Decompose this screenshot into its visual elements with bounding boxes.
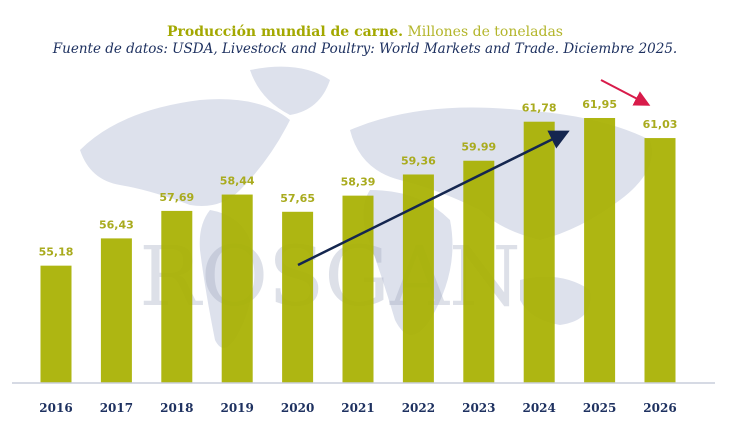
title-units: Millones de toneladas	[407, 24, 563, 40]
watermark-rosgan: ROSGAN	[139, 230, 521, 325]
bar-2024	[523, 121, 555, 384]
bar-2017	[100, 238, 132, 383]
bar-2023	[463, 160, 495, 383]
x-tick-label-2026: 2026	[643, 401, 676, 415]
value-label-2019: 58,44	[220, 175, 255, 188]
value-label-2024: 61,78	[522, 102, 557, 115]
chart-title: Producción mundial de carne. Millones de…	[0, 24, 730, 40]
x-tick-label-2019: 2019	[220, 401, 253, 415]
value-label-2021: 58,39	[341, 176, 376, 189]
bar-2019	[221, 194, 253, 383]
decline-arrow	[600, 79, 651, 106]
value-label-2026: 61,03	[643, 118, 678, 131]
bar-2026	[644, 138, 676, 383]
value-label-2022: 59,36	[401, 154, 436, 167]
x-tick-label-2021: 2021	[341, 401, 374, 415]
x-tick-label-2018: 2018	[160, 401, 193, 415]
bar-2025	[584, 117, 616, 383]
chart-source: Fuente de datos: USDA, Livestock and Pou…	[52, 41, 678, 57]
x-tick-label-2016: 2016	[39, 401, 72, 415]
x-tick-label-2020: 2020	[281, 401, 314, 415]
x-tick-label-2025: 2025	[583, 401, 616, 415]
value-label-2020: 57,65	[280, 192, 315, 205]
x-tick-label-2023: 2023	[462, 401, 495, 415]
value-label-2016: 55,18	[39, 246, 74, 259]
value-label-2023: 59.99	[461, 141, 496, 154]
bar-2021	[342, 195, 374, 383]
bar-2016	[40, 265, 72, 383]
trend-arrow	[297, 130, 570, 267]
value-label-2018: 57,69	[159, 191, 194, 204]
value-label-2025: 61,95	[582, 98, 617, 111]
bar-2018	[161, 210, 193, 383]
x-tick-label-2024: 2024	[522, 401, 555, 415]
bar-2020	[282, 211, 314, 383]
title-main: Producción mundial de carne.	[167, 24, 404, 40]
x-tick-label-2022: 2022	[402, 401, 435, 415]
x-tick-label-2017: 2017	[100, 401, 133, 415]
value-label-2017: 56,43	[99, 218, 134, 231]
